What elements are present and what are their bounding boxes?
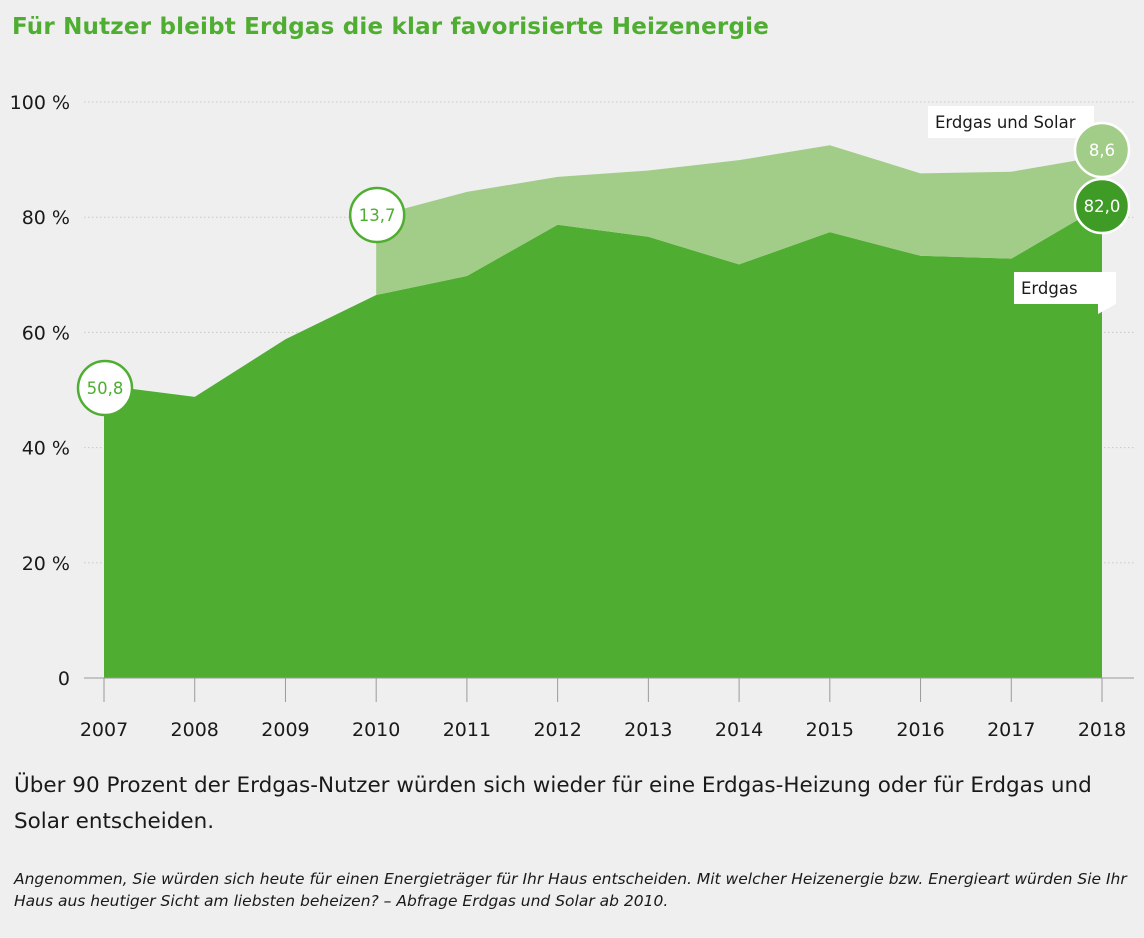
x-tick-label: 2016 xyxy=(896,719,944,741)
source-note: Angenommen, Sie würden sich heute für ei… xyxy=(14,870,1127,910)
area-erdgas xyxy=(104,205,1102,678)
series-label-text: Erdgas und Solar xyxy=(935,113,1076,132)
x-tick-label: 2008 xyxy=(171,719,219,741)
stacked-area-chart: 0 20 % 40 % 60 % 80 % 100 % 2007 2008 2009 2010 20… xyxy=(10,92,1134,741)
chart-title: Für Nutzer bleibt Erdgas die klar favori… xyxy=(12,14,769,40)
y-tick-label: 60 % xyxy=(22,322,70,344)
y-tick-label: 40 % xyxy=(22,438,70,460)
y-tick-label: 80 % xyxy=(22,207,70,229)
chart-summary: Über 90 Prozent der Erdgas-Nutzer würden… xyxy=(14,773,1092,834)
y-tick-label: 0 xyxy=(58,668,70,690)
axes: 0 20 % 40 % 60 % 80 % 100 % 2007 2008 2009 2010 20… xyxy=(10,92,1134,741)
x-tick-label: 2018 xyxy=(1078,719,1126,741)
x-tick-label: 2011 xyxy=(443,719,491,741)
annotation-value: 8,6 xyxy=(1089,141,1115,160)
x-tick-label: 2015 xyxy=(806,719,854,741)
series-label: Erdgas und Solar xyxy=(928,106,1094,150)
x-tick-label: 2010 xyxy=(352,719,400,741)
series-labels: Erdgas und Solar Erdgas xyxy=(928,106,1116,314)
x-tick-label: 2014 xyxy=(715,719,763,741)
value-annotation: 50,8 xyxy=(76,359,134,417)
annotation-value: 13,7 xyxy=(359,206,396,225)
y-tick-label: 20 % xyxy=(22,553,70,575)
x-tick-label: 2017 xyxy=(987,719,1035,741)
value-annotations: 50,8 13,7 8,6 82,0 xyxy=(76,121,1131,417)
value-annotation: 13,7 xyxy=(348,186,406,244)
annotation-value: 50,8 xyxy=(87,379,124,398)
x-tick-label: 2012 xyxy=(533,719,581,741)
x-tick-label: 2007 xyxy=(80,719,128,741)
series-label-text: Erdgas xyxy=(1021,279,1078,298)
y-tick-label: 100 % xyxy=(10,92,70,114)
value-annotation: 8,6 xyxy=(1073,121,1131,179)
x-tick-label: 2013 xyxy=(624,719,672,741)
x-tick-label: 2009 xyxy=(261,719,309,741)
series-label: Erdgas xyxy=(1014,272,1116,314)
area-erdgas-und-solar xyxy=(376,145,1102,295)
area-layer xyxy=(104,145,1102,678)
annotation-value: 82,0 xyxy=(1084,197,1121,216)
value-annotation: 82,0 xyxy=(1073,177,1131,235)
